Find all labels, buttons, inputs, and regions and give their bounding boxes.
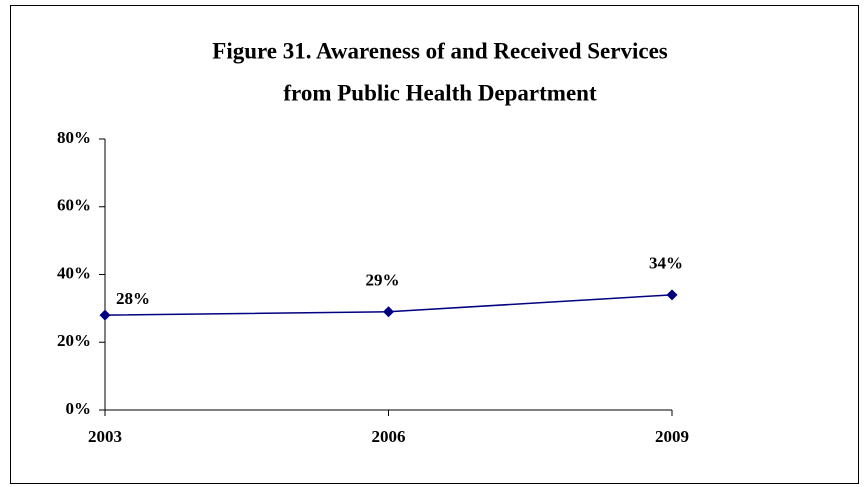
data-label: 29% [366, 271, 400, 290]
y-tick-label: 20% [57, 331, 91, 350]
data-label: 28% [116, 289, 150, 308]
chart-border [10, 5, 859, 484]
data-point [383, 306, 394, 318]
data-label: 34% [649, 254, 683, 273]
chart-title: Figure 31. Awareness of and Received Ser… [212, 38, 668, 63]
chart-title: from Public Health Department [283, 80, 597, 105]
data-point [99, 309, 111, 321]
y-tick-label: 80% [57, 128, 91, 147]
x-tick-label: 2009 [655, 427, 689, 446]
x-tick-label: 2003 [88, 427, 122, 446]
data-point [666, 289, 678, 301]
x-tick-label: 2006 [372, 427, 406, 446]
y-tick-label: 60% [57, 196, 91, 215]
y-tick-label: 40% [57, 263, 91, 282]
y-tick-label: 0% [66, 399, 92, 418]
